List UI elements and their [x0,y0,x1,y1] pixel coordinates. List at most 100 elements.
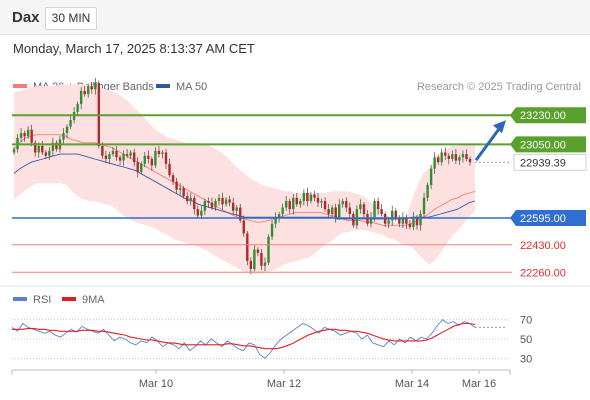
candle-body [83,90,86,95]
candle-body [387,220,390,224]
candle-body [115,150,118,158]
candle-body [69,120,72,127]
candle-body [299,201,302,205]
candle-body [316,197,320,203]
candle-body [267,236,270,263]
candle-body [147,155,150,159]
candle-body [253,249,256,270]
level-tag [510,210,586,227]
candle-body [48,150,51,156]
candle-body [224,199,228,205]
level-label: 23050.00 [520,139,566,151]
candle-body [391,210,394,221]
candle-body [277,214,281,218]
candle-body [235,207,238,211]
candle-body [51,142,55,151]
candle-body [362,204,366,214]
rsi-tick-label: 70 [520,315,532,327]
level-label: 22430.00 [520,240,566,252]
candle-body [373,201,376,218]
candle-body [454,154,458,161]
candle-body [320,201,323,203]
legend-label: MA 50 [176,81,207,93]
level-tag [510,136,586,153]
timeframe-button[interactable]: 30 MIN [45,7,97,30]
timestamp: Monday, March 17, 2025 8:13:37 AM CET [13,41,255,56]
rsi-legend-swatch [62,297,76,301]
candle-body [444,152,447,156]
candle-body [292,197,295,210]
candle-body [111,150,115,155]
candle-body [284,201,288,208]
candle-body [327,209,330,214]
candle-body [433,157,436,169]
candle-body [65,126,69,134]
candle-body [242,220,245,234]
candle-body [221,197,224,205]
candle-body [306,192,309,202]
symbol-label: Dax [12,9,40,26]
candle-body [260,252,263,266]
candle-body [182,188,185,197]
ma20-line [13,134,476,226]
candle-body [168,163,171,176]
rsi-legend-swatch [13,297,27,301]
candle-body [348,207,352,214]
candle-body [193,197,196,210]
time-tick-label: Mar 16 [462,378,496,390]
candle-body [214,201,217,208]
candle-body [345,201,348,208]
candle-body [436,157,440,163]
candle-body [288,201,291,210]
candle-body [210,202,214,208]
candle-body [380,209,383,214]
candle-body [405,217,408,224]
candle-body [101,146,104,156]
rsi-tick-label: 50 [520,334,532,346]
toolbar: Dax 30 MIN [0,0,590,35]
candle-body [171,175,175,182]
candle-body [376,201,380,210]
candle-body [461,154,465,158]
candle-body [468,158,472,163]
candle-body [369,217,373,224]
candle-body [37,146,40,153]
candle-body [359,204,362,210]
candle-body [94,82,97,90]
candle-body [451,154,454,159]
candle-body [178,188,182,190]
candle-body [140,163,143,172]
candle-body [323,201,327,210]
candle-body [41,146,44,153]
candle-body [338,204,341,218]
candle-body [129,152,132,156]
current-price-box [513,153,587,171]
candle-body [76,103,79,112]
candle-body [415,217,419,226]
candle-body [154,150,157,166]
candle-body [295,197,298,205]
legend-swatch [13,84,27,88]
legend-swatch [156,84,170,88]
candle-body [330,207,334,214]
forecast-arrow-shaft [474,125,503,162]
candle-body [104,155,108,159]
candle-body [263,262,267,266]
candle-body [383,214,387,224]
candle-body [136,162,139,172]
candle-body [447,155,450,159]
candle-body [164,152,168,164]
rsi-tick-label: 30 [520,353,532,365]
candle-body [249,260,253,270]
candle-body [118,157,122,161]
candle-body [352,214,355,226]
candle-body [125,154,129,156]
candle-body [422,197,426,214]
candle-body [341,201,344,205]
candle-body [203,201,207,211]
candle-body [79,90,83,104]
candle-body [355,209,359,226]
current-price-label: 22939.39 [520,157,566,169]
